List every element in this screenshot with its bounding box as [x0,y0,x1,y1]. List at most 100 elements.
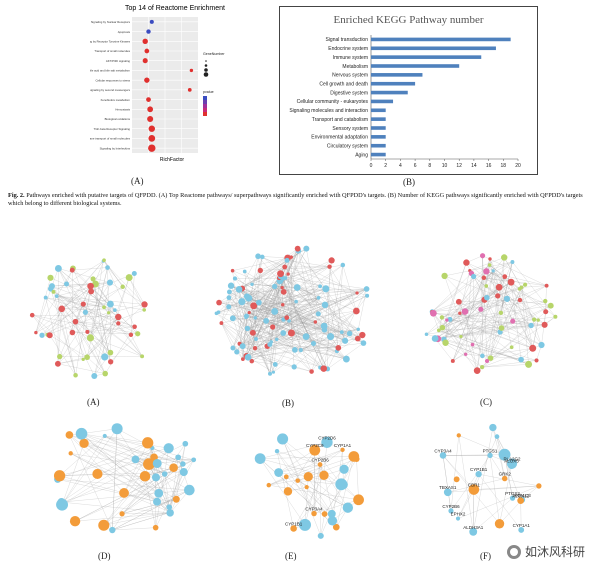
network-edge [293,475,325,529]
network-edge [276,339,347,360]
network-node [470,342,475,347]
network-edge [246,336,331,357]
net-a-label: (A) [87,397,100,407]
network-node [342,502,354,513]
network-node-label: GRK2 [499,472,512,477]
network-edge [480,255,483,310]
network-node [450,358,455,363]
dotplot-color-legend-swatch [203,104,207,108]
network-edge [282,287,359,330]
network-node [309,444,321,456]
network-node [488,257,492,261]
network-edge [482,255,547,286]
network-node [327,509,336,518]
network-node [339,464,349,474]
network-node [485,358,490,364]
network-node [352,307,360,315]
network-node [318,284,323,289]
network-edge [473,436,498,490]
network-edge [262,256,326,305]
dotplot-category-label: Bile acid and bile salt metabolism [90,69,131,73]
network-node [249,358,255,364]
network-edge [75,321,135,327]
dotplot-category-label: Xenobiotics metabolism [100,98,130,102]
network-edge [58,268,84,305]
network-edge [294,310,357,367]
network-node [166,504,173,511]
network-edge [276,451,315,514]
network-edge [289,320,325,327]
network-edge [53,291,132,335]
network-node [102,258,106,263]
network-edge [297,248,324,369]
network-edge [232,256,292,271]
network-node [360,340,367,346]
network-node [128,332,134,338]
network-node [106,300,114,308]
network-edge [490,284,526,359]
network-node [456,433,461,438]
network-edge [482,348,533,357]
network-edge [273,339,277,373]
network-edge [457,474,479,519]
network-edge [45,297,105,308]
network-edge [56,295,135,327]
network-node [270,324,276,330]
kegg-category-label: Signal transduction [325,37,368,43]
network-node [163,443,174,454]
network-node [518,356,524,363]
network-node-label: EPHX2 [451,512,466,517]
network-edge [58,268,111,283]
network-edge [532,320,539,349]
network-node-label: CYP3A4 [434,448,452,453]
kegg-x-tick-label: 0 [370,163,373,169]
network-edge [304,476,309,525]
network-node [483,268,490,275]
dotplot-point [148,125,155,132]
kegg-x-tick-label: 4 [399,163,402,169]
network-node [424,332,429,336]
network-node [363,286,370,292]
network-node [289,255,294,259]
network-edge [255,248,298,340]
network-edge [50,288,111,353]
network-node [327,264,332,269]
network-edge [242,264,343,347]
network-node [131,270,137,276]
network-node [140,354,145,359]
network-node [260,254,265,260]
network-node [517,497,525,505]
network-edge [219,302,275,312]
network-edge [276,451,333,521]
network-node [152,458,162,468]
network-node [447,316,453,323]
network-node [332,523,340,531]
network-edge [313,499,359,514]
network-edge [437,270,494,339]
network-node [365,293,370,298]
network-edge [57,442,148,480]
network-edge [260,458,337,528]
network-node [498,310,504,315]
network-edge [122,512,171,514]
network-node [132,324,137,330]
network-node [245,294,253,302]
network-node-label: PTGS2 [505,491,520,496]
network-edge [45,297,105,358]
network-node [491,269,495,273]
network-node [509,345,514,350]
network-edge [458,435,474,532]
network-edge [450,455,491,511]
network-edge [75,512,171,522]
network-node-label: CYP3A4 [305,507,323,512]
network-node [284,315,290,321]
network-node [547,302,554,309]
network-edge [246,355,312,372]
network-edge [438,287,500,331]
network-edge [308,449,343,477]
network-node [167,509,174,516]
dotplot-size-legend-title: GeneNumber [203,52,225,56]
network-node [502,274,508,280]
network-node [69,267,75,273]
network-node [54,265,62,272]
